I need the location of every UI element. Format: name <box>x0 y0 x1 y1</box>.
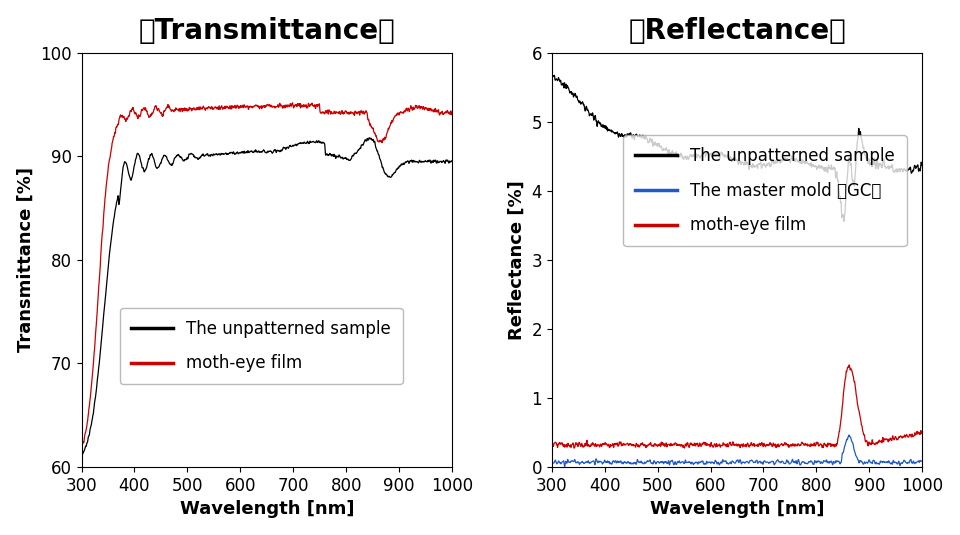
moth-eye film <box>289 103 300 109</box>
The unpatterned sample <box>410 159 421 165</box>
The master mold （GC） <box>612 458 623 464</box>
Y-axis label: Transmittance [%]: Transmittance [%] <box>16 167 35 353</box>
The master mold （GC） <box>917 458 928 464</box>
moth-eye film <box>446 110 458 117</box>
Title: 【Transmittance】: 【Transmittance】 <box>138 17 396 44</box>
The unpatterned sample <box>838 218 850 225</box>
moth-eye film <box>612 440 623 446</box>
The unpatterned sample <box>141 164 153 171</box>
moth-eye film <box>843 362 854 368</box>
The unpatterned sample <box>758 162 770 168</box>
Y-axis label: Reflectance [%]: Reflectance [%] <box>508 180 526 340</box>
moth-eye film <box>546 439 558 446</box>
moth-eye film <box>76 444 87 450</box>
The master mold （GC） <box>880 460 892 466</box>
moth-eye film <box>141 108 153 114</box>
The unpatterned sample <box>141 162 153 169</box>
moth-eye film <box>287 100 299 106</box>
Legend: The unpatterned sample, moth-eye film: The unpatterned sample, moth-eye film <box>120 308 402 384</box>
The master mold （GC） <box>843 432 854 438</box>
X-axis label: Wavelength [nm]: Wavelength [nm] <box>180 500 354 518</box>
The unpatterned sample <box>289 142 300 149</box>
The unpatterned sample <box>612 129 623 135</box>
moth-eye film <box>886 437 898 443</box>
moth-eye film <box>410 103 421 109</box>
Title: 【Reflectance】: 【Reflectance】 <box>628 17 846 44</box>
The unpatterned sample <box>77 452 88 458</box>
moth-eye film <box>917 429 928 435</box>
The master mold （GC） <box>758 457 770 464</box>
Line: moth-eye film: moth-eye film <box>552 365 923 448</box>
moth-eye film <box>568 445 580 452</box>
Line: moth-eye film: moth-eye film <box>82 103 452 447</box>
moth-eye film <box>612 440 623 447</box>
Line: The unpatterned sample: The unpatterned sample <box>82 137 452 455</box>
moth-eye film <box>758 442 770 448</box>
The unpatterned sample <box>917 162 928 169</box>
moth-eye film <box>76 444 87 450</box>
moth-eye film <box>373 139 385 145</box>
moth-eye film <box>880 437 892 443</box>
The master mold （GC） <box>612 458 623 465</box>
Legend: The unpatterned sample, The master mold （GC）, moth-eye film: The unpatterned sample, The master mold … <box>623 135 906 246</box>
The unpatterned sample <box>416 159 427 165</box>
The master mold （GC） <box>886 460 898 466</box>
The master mold （GC） <box>844 432 855 439</box>
The master mold （GC） <box>559 463 570 470</box>
The unpatterned sample <box>880 164 892 171</box>
Line: The master mold （GC）: The master mold （GC） <box>552 435 923 467</box>
moth-eye film <box>141 108 153 114</box>
moth-eye film <box>844 362 855 369</box>
The unpatterned sample <box>844 158 855 164</box>
Line: The unpatterned sample: The unpatterned sample <box>552 73 923 221</box>
moth-eye film <box>416 104 427 110</box>
The unpatterned sample <box>373 153 385 159</box>
The unpatterned sample <box>76 451 87 457</box>
The unpatterned sample <box>364 134 375 141</box>
The master mold （GC） <box>546 462 558 469</box>
The unpatterned sample <box>611 130 622 136</box>
The unpatterned sample <box>885 164 897 171</box>
X-axis label: Wavelength [nm]: Wavelength [nm] <box>650 500 825 518</box>
The unpatterned sample <box>546 70 558 77</box>
The unpatterned sample <box>446 158 458 164</box>
